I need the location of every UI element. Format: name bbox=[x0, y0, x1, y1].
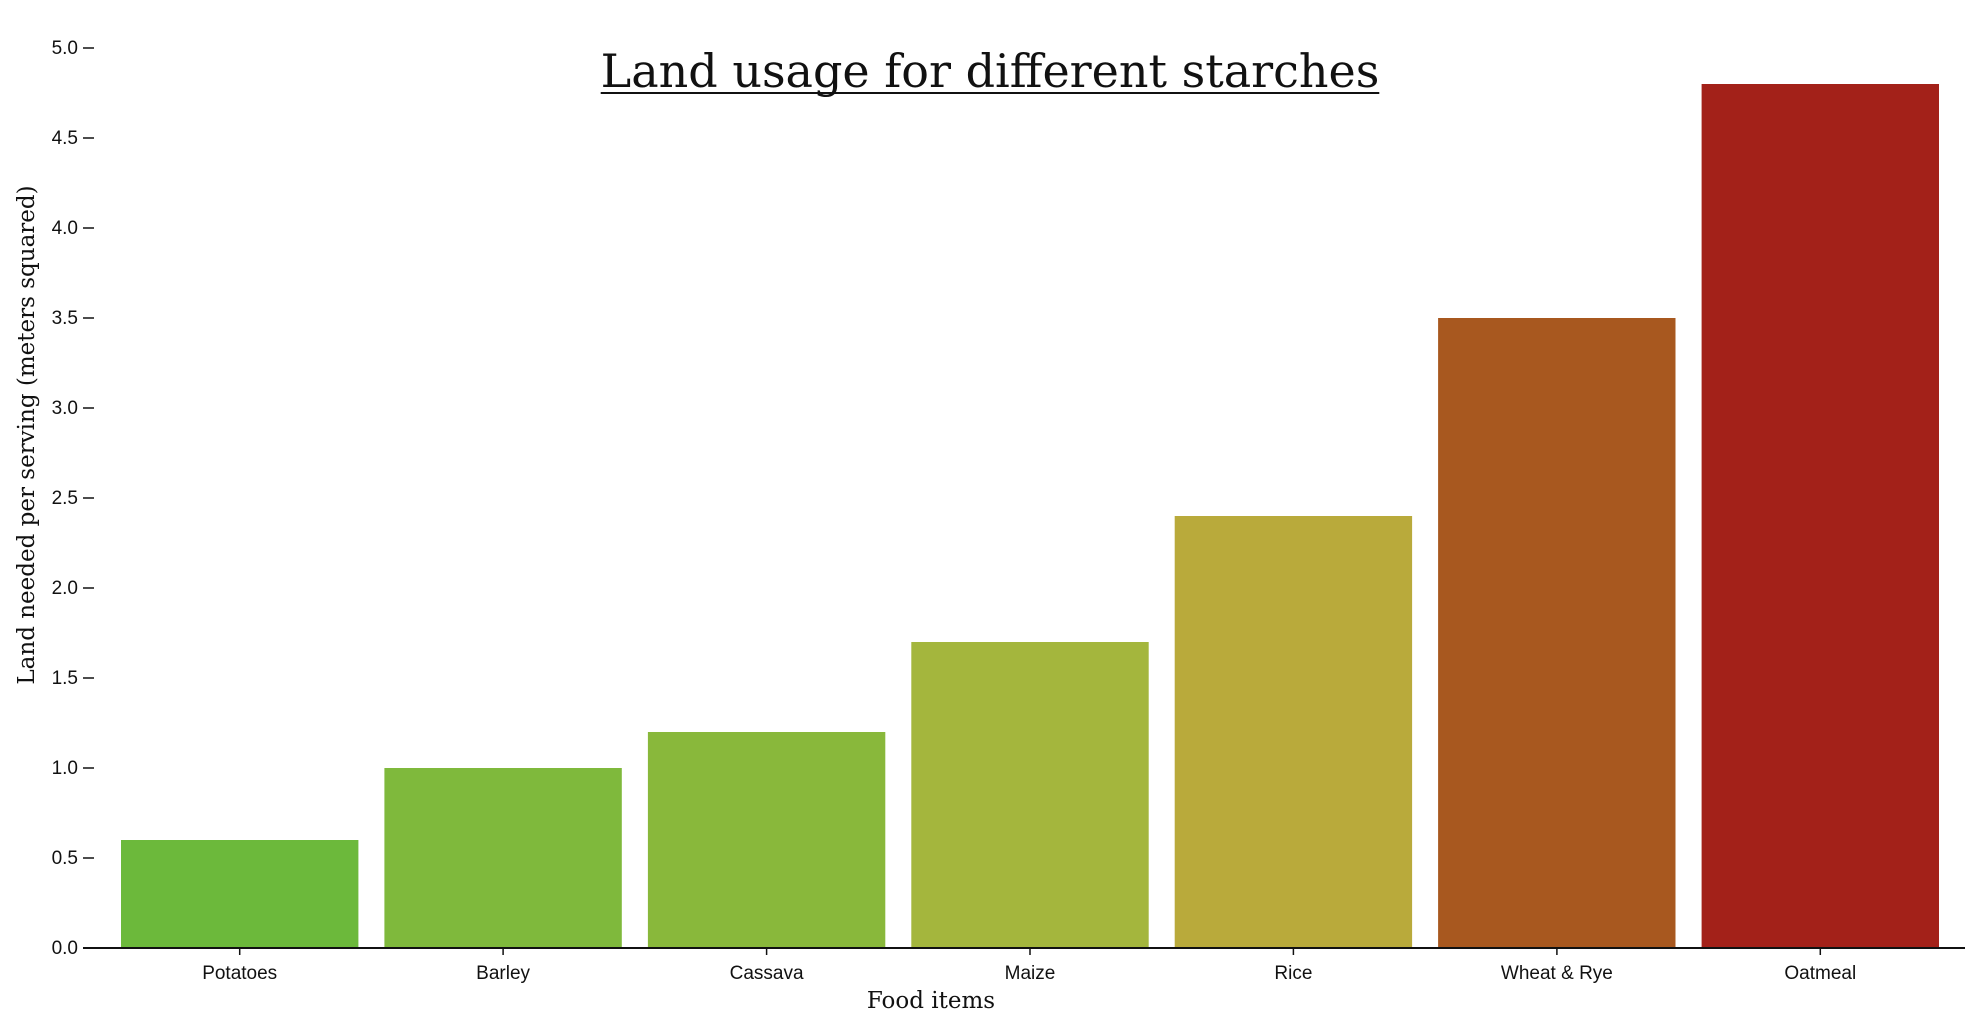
x-tick-label: Wheat & Rye bbox=[1501, 963, 1613, 984]
x-tick-label: Oatmeal bbox=[1784, 963, 1856, 984]
y-axis-title: Land needed per serving (meters squared) bbox=[14, 185, 40, 684]
x-axis: Potatoes Barley Cassava Maize Rice Wheat & Ry… bbox=[83, 947, 1965, 984]
x-tick-label: Maize bbox=[1005, 963, 1056, 984]
y-tick-label: 4.5 bbox=[52, 128, 78, 149]
bar-cassava bbox=[647, 732, 886, 948]
y-tick-label: 0.5 bbox=[52, 848, 78, 869]
x-axis-title: Food items bbox=[867, 988, 995, 1014]
y-tick-label: 5.0 bbox=[52, 38, 78, 59]
y-axis: 0.0 0.5 1.0 1.5 2.0 2.5 3.0 3.5 4.0 4.5 5.0 bbox=[52, 38, 94, 959]
x-tick-label: Potatoes bbox=[202, 963, 277, 984]
y-tick-label: 2.5 bbox=[52, 488, 78, 509]
bars-layer bbox=[121, 84, 1939, 948]
y-tick-label: 1.0 bbox=[52, 758, 78, 779]
bar-potatoes bbox=[121, 840, 359, 948]
y-tick-label: 2.0 bbox=[52, 578, 78, 599]
x-tick-label: Barley bbox=[476, 963, 530, 984]
y-tick-label: 4.0 bbox=[52, 218, 78, 239]
bar-oatmeal bbox=[1701, 84, 1939, 948]
x-tick-label: Rice bbox=[1274, 963, 1312, 984]
y-tick-label: 1.5 bbox=[52, 668, 78, 689]
bar-wheat-rye bbox=[1438, 318, 1676, 948]
x-tick-label: Cassava bbox=[730, 963, 804, 984]
bar-maize bbox=[911, 642, 1149, 948]
y-tick-label: 3.5 bbox=[52, 308, 78, 329]
bar-barley bbox=[384, 768, 622, 948]
y-tick-label: 3.0 bbox=[52, 398, 78, 419]
bar-rice bbox=[1174, 516, 1413, 948]
y-tick-label: 0.0 bbox=[52, 938, 78, 959]
chart-title: Land usage for different starches bbox=[601, 44, 1380, 98]
